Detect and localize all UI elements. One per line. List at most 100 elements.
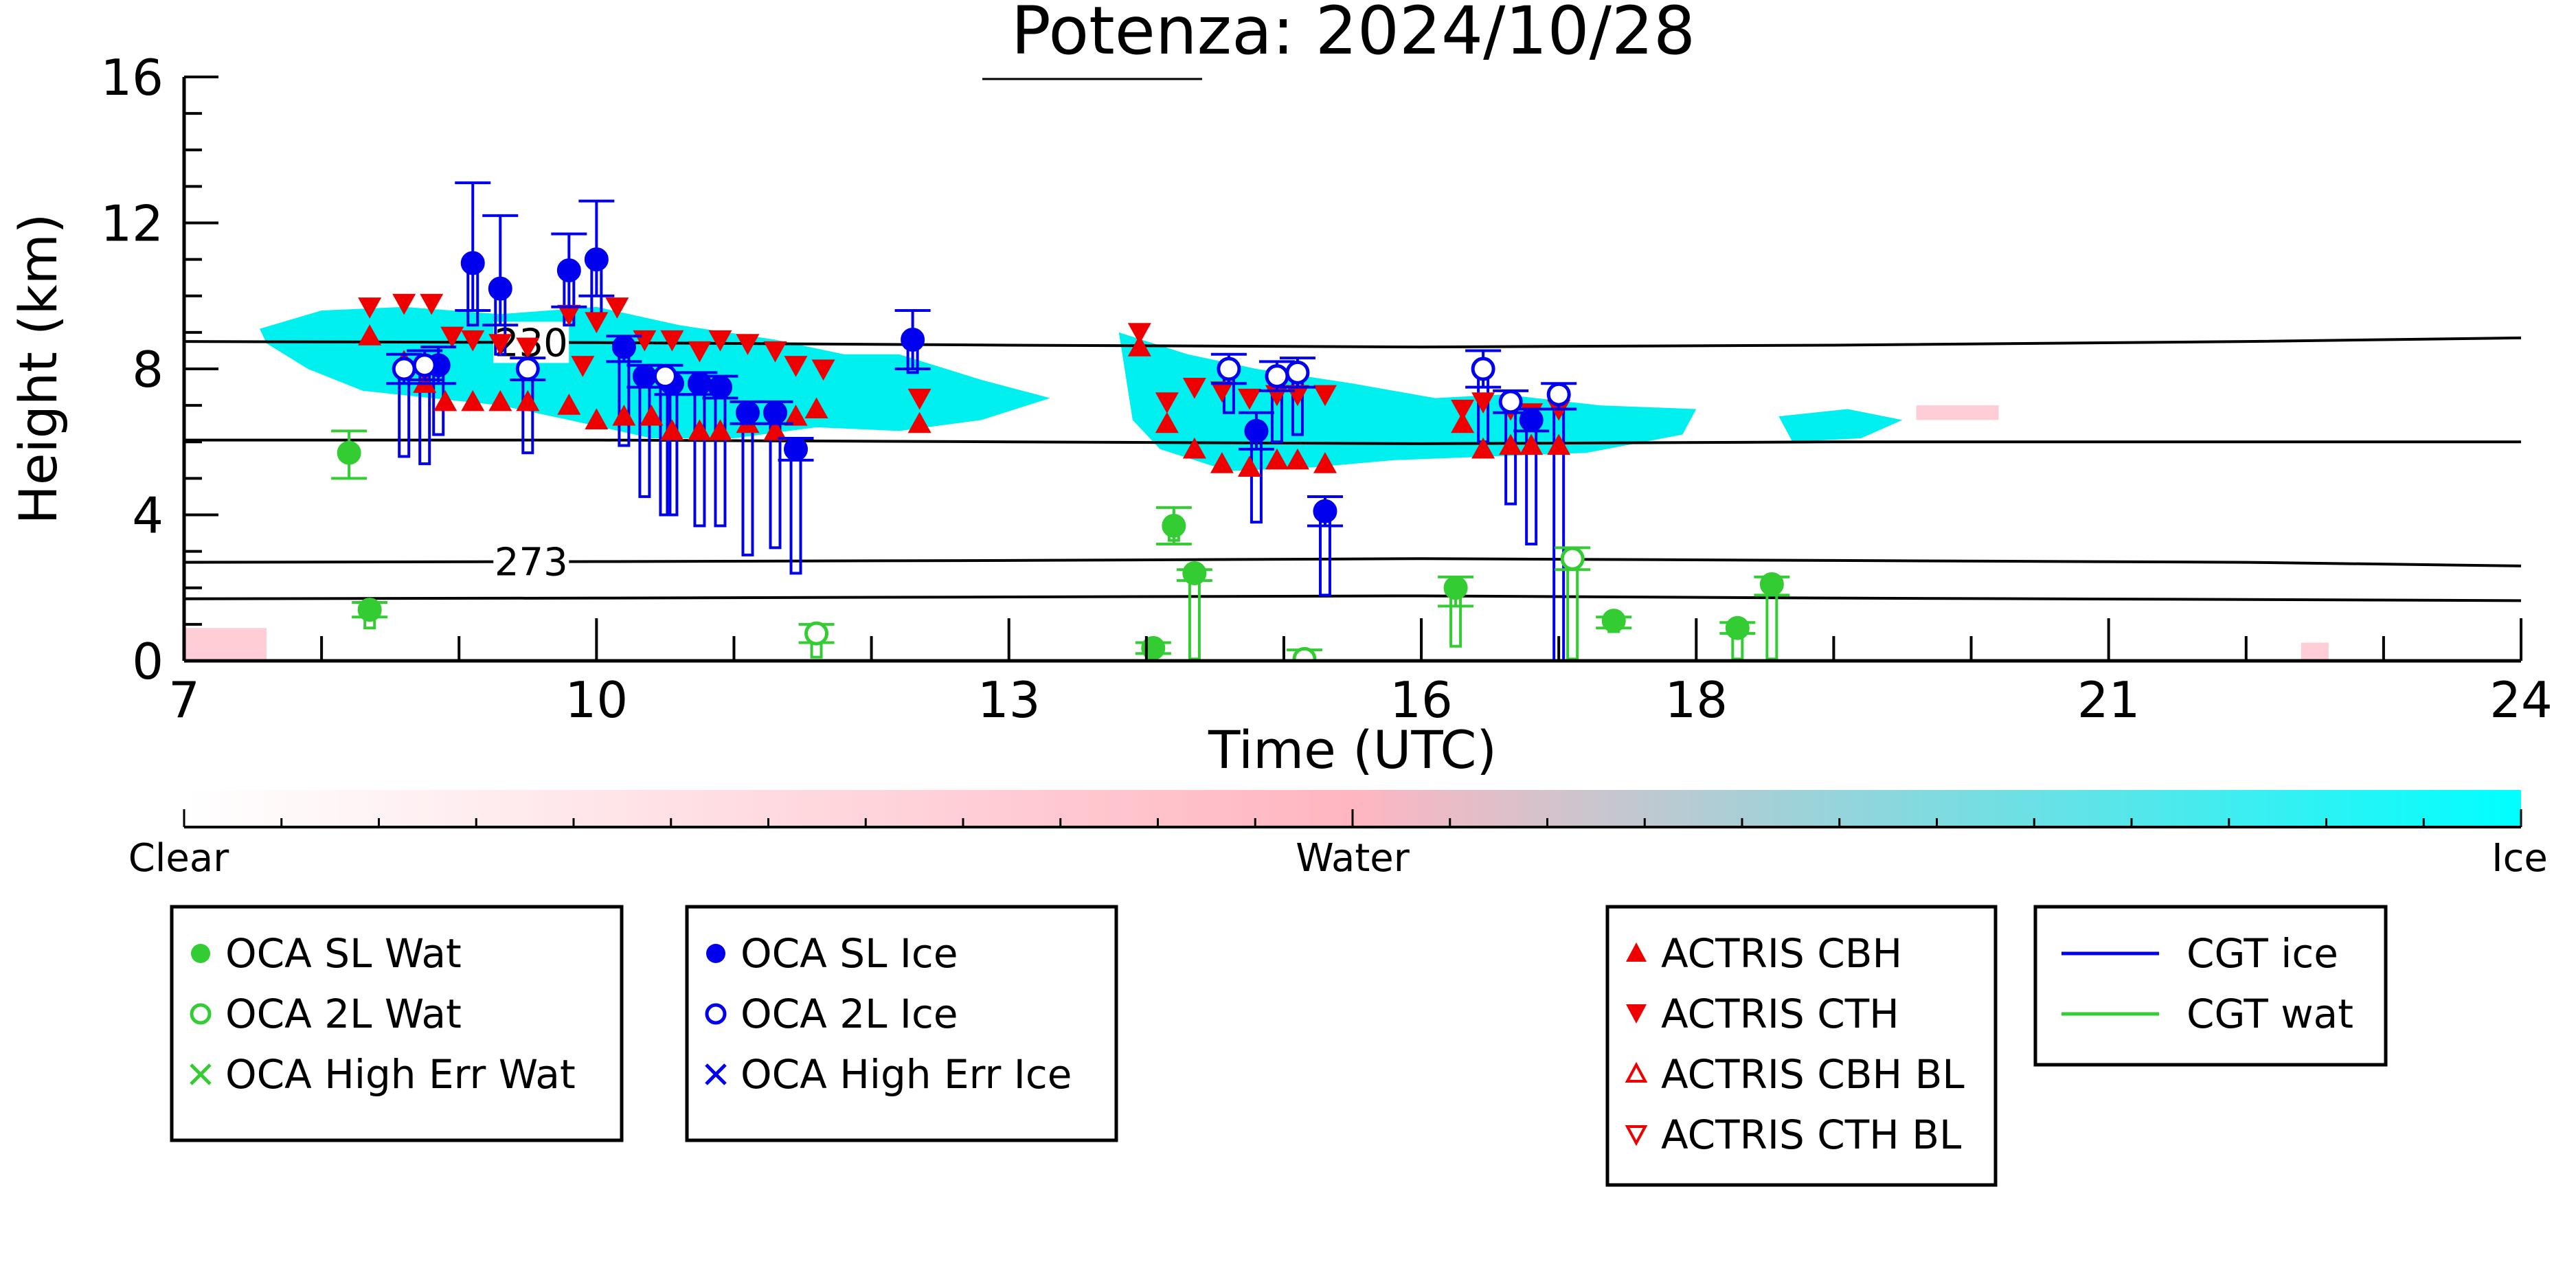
- legend-marker: [190, 1063, 212, 1085]
- data-point: [1141, 635, 1166, 660]
- data-point: [763, 400, 788, 425]
- actris-cth-marker: [811, 359, 835, 381]
- data-point: [1546, 382, 1571, 407]
- actris-cth-marker: [420, 293, 444, 315]
- actris-cbh-marker: [688, 419, 712, 440]
- actris-cbh-marker: [1127, 335, 1151, 357]
- data-point: [611, 335, 636, 359]
- data-point: [1759, 572, 1784, 596]
- actris-cbh-marker: [1499, 433, 1523, 455]
- actris-cth-marker: [516, 337, 540, 359]
- y-tick-label: 16: [100, 49, 163, 106]
- y-tick-label: 12: [100, 195, 163, 253]
- actris-cbh-marker: [1155, 411, 1179, 433]
- actris-cth-marker: [1451, 399, 1475, 421]
- legend-entry-label: OCA 2L Wat: [225, 991, 462, 1037]
- actris-cth-marker: [1210, 381, 1234, 403]
- actris-cth-marker: [708, 330, 732, 352]
- x-tick-label: 7: [168, 671, 200, 729]
- legend-entry-label: OCA High Err Wat: [225, 1051, 576, 1098]
- legend-marker: [1626, 1004, 1647, 1024]
- y-axis-label: Height (km): [8, 214, 69, 525]
- axes: 0 4 8 12 16 7 10 13 16 18 21 24: [100, 49, 2552, 729]
- colorbar-label-water: Water: [1296, 836, 1410, 881]
- legend-entry-label: ACTRIS CTH: [1661, 991, 1899, 1037]
- data-markers: [331, 181, 1790, 661]
- isotherm-line: [184, 438, 2521, 445]
- actris-cbh-marker: [1237, 455, 1261, 477]
- data-point: [1560, 546, 1585, 571]
- actris-cth-marker: [784, 356, 808, 377]
- data-point: [556, 258, 581, 283]
- data-point: [1285, 360, 1310, 385]
- actris-cbh-marker: [1210, 452, 1234, 473]
- data-point: [392, 357, 416, 381]
- legend-marker: [1625, 1061, 1648, 1083]
- actris-cbh-marker: [804, 397, 828, 419]
- legend-marker: [706, 944, 725, 963]
- actris-cbh-marker: [907, 411, 931, 433]
- actris-cth-marker: [1155, 392, 1179, 414]
- x-tick-label: 24: [2489, 671, 2553, 729]
- legend-entry-label: OCA 2L Ice: [741, 991, 958, 1037]
- colorbar-ticks: [183, 809, 2522, 827]
- data-point: [1725, 615, 1750, 640]
- data-point: [1498, 389, 1523, 414]
- actris-cth-marker: [736, 334, 760, 355]
- actris-cth-marker: [605, 297, 629, 319]
- actris-cbh-marker: [1285, 448, 1309, 470]
- actris-cbh-marker: [708, 419, 732, 440]
- legend-entry-label: CGT wat: [2187, 991, 2353, 1037]
- y-tick-label: 4: [132, 487, 163, 545]
- actris-cth-marker: [907, 388, 931, 410]
- actris-cbh-marker: [585, 408, 609, 429]
- actris-cth-marker: [488, 334, 512, 355]
- actris-cth-marker: [763, 341, 787, 363]
- actris-cbh-marker: [1519, 433, 1544, 455]
- legend-marker: [705, 1003, 727, 1025]
- isotherm-label-bg: [493, 541, 569, 583]
- cloud-water-region: [2301, 642, 2329, 659]
- actris-cbh-marker: [1313, 452, 1337, 473]
- actris-cbh-marker: [784, 405, 808, 426]
- cgt-bar: [789, 447, 802, 575]
- x-tick-label: 13: [978, 671, 1041, 729]
- legend-entry-label: OCA SL Wat: [225, 930, 462, 977]
- cloud-water-region: [1916, 405, 1999, 420]
- actris-cth-marker: [358, 297, 382, 319]
- legend-entry-label: ACTRIS CTH BL: [1661, 1111, 1961, 1158]
- isotherm-line: [184, 336, 2521, 349]
- actris-cth-marker: [557, 304, 581, 326]
- data-point: [784, 437, 809, 462]
- actris-cbh-marker: [358, 324, 382, 346]
- data-point: [804, 621, 829, 646]
- legend-marker: [191, 944, 210, 963]
- data-point: [735, 400, 760, 425]
- cgt-bar: [1566, 557, 1579, 661]
- data-point: [1265, 364, 1289, 389]
- data-point: [1519, 407, 1544, 432]
- isotherm-line: [184, 557, 2521, 567]
- data-point: [1182, 561, 1207, 585]
- data-point: [488, 276, 512, 301]
- legend-entry-label: OCA SL Ice: [741, 930, 958, 977]
- x-axis-label: Time (UTC): [1208, 719, 1497, 780]
- y-tick-label: 0: [132, 633, 163, 690]
- data-point: [357, 598, 382, 622]
- cloud-ice-region: [1778, 409, 1903, 442]
- legend-entry-label: ACTRIS CBH: [1661, 930, 1902, 977]
- chart-title: Potenza: 2024/10/28: [1011, 0, 1695, 69]
- data-point: [1244, 418, 1269, 443]
- legend-box: [170, 905, 624, 1142]
- data-point: [1292, 646, 1317, 661]
- data-point: [515, 357, 540, 381]
- x-tick-label: 16: [1390, 671, 1453, 729]
- actris-cbh-marker: [1182, 437, 1206, 459]
- data-point: [1217, 357, 1241, 381]
- actris-cth-marker: [1471, 392, 1495, 414]
- colorbar-label-ice: Ice: [2492, 836, 2548, 881]
- x-tick-label: 10: [565, 671, 629, 729]
- colorbar: Clear Water Ice: [128, 790, 2548, 881]
- actris-cbh-marker: [1471, 437, 1495, 459]
